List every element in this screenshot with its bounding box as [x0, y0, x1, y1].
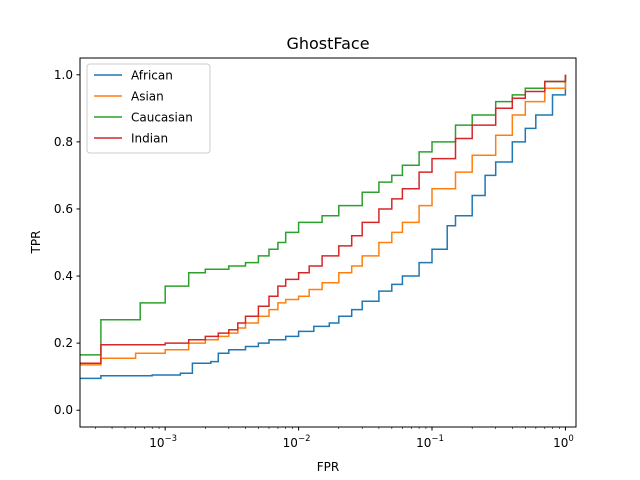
x-tick-exponent: −3 [165, 434, 178, 444]
x-tick-label: 10−2 [283, 434, 311, 450]
legend-label-african: African [131, 69, 173, 83]
y-tick-label: 0.4 [54, 269, 73, 283]
legend-label-caucasian: Caucasian [131, 111, 193, 125]
x-tick-base: 10 [416, 436, 431, 450]
y-tick-label: 0.6 [54, 202, 73, 216]
x-tick-exponent: −1 [431, 434, 444, 444]
x-axis-label: FPR [317, 460, 339, 474]
legend: African Asian Caucasian Indian [86, 63, 211, 154]
x-tick-exponent: 0 [568, 434, 573, 444]
series-lines [80, 74, 567, 380]
y-tick-label: 1.0 [54, 68, 73, 82]
chart-title: GhostFace [286, 34, 369, 53]
y-tick-label: 0.8 [54, 135, 73, 149]
x-tick-label: 10−3 [149, 434, 177, 450]
series-line-asian [80, 74, 567, 366]
x-tick-label: 100 [553, 434, 574, 450]
y-tick-label: 0.0 [54, 403, 73, 417]
legend-label-asian: Asian [131, 90, 164, 104]
axes-group: 0.00.20.40.60.81.010−3 10−2 10−1 100 [54, 68, 574, 450]
plot-frame [79, 57, 577, 428]
x-tick-exponent: −2 [298, 434, 311, 444]
x-tick-base: 10 [149, 436, 164, 450]
legend-label-indian: Indian [131, 132, 168, 146]
series-line-african [80, 74, 567, 380]
x-tick-base: 10 [553, 436, 568, 450]
x-tick-label: 10−1 [416, 434, 444, 450]
y-axis-label: TPR [29, 231, 43, 255]
x-tick-base: 10 [283, 436, 298, 450]
y-tick-label: 0.2 [54, 336, 73, 350]
series-line-indian [80, 74, 567, 365]
legend-box [86, 63, 211, 154]
